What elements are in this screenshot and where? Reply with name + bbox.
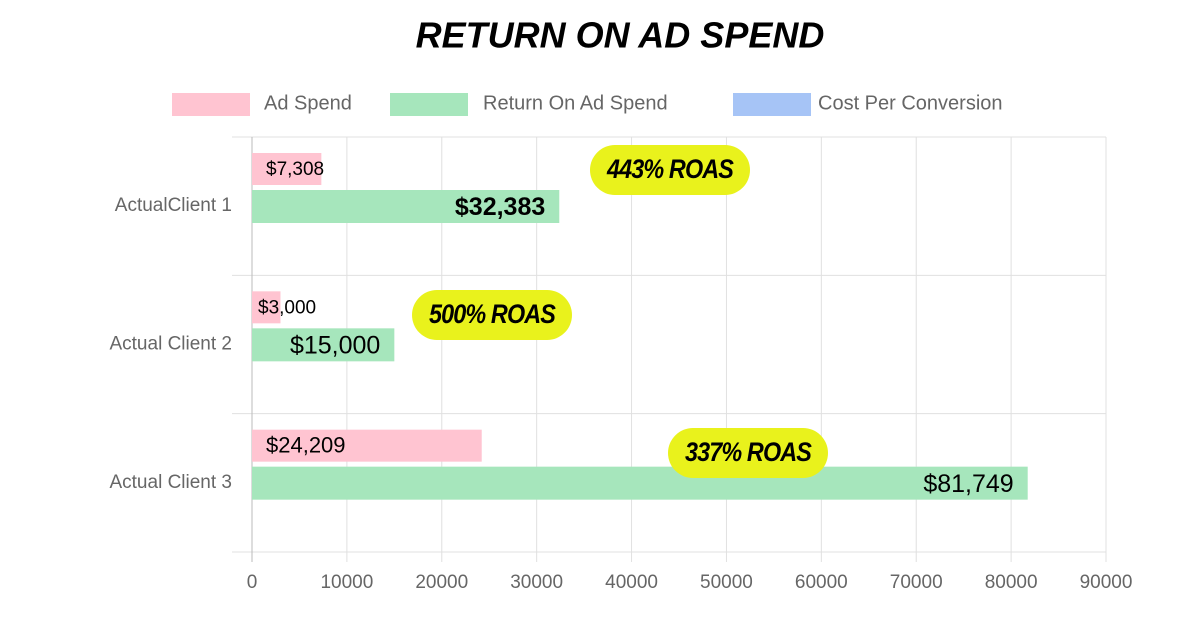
legend-label: Return On Ad Spend [483,92,668,114]
y-tick-label: Actual Client 2 [109,334,232,355]
x-tick-label: 10000 [320,572,373,593]
x-tick-label: 60000 [795,572,848,593]
x-tick-label: 20000 [415,572,468,593]
x-tick-label: 90000 [1080,572,1133,593]
chart-title: RETURN ON AD SPEND [416,15,825,56]
annotation-pill [668,428,828,478]
annotation: 500% ROAS [429,299,556,329]
legend-label: Ad Spend [264,92,352,114]
annotation: 337% ROAS [685,437,812,467]
legend-swatch [390,93,468,116]
value-label: $24,209 [266,432,346,457]
legend-label: Cost Per Conversion [818,92,1003,114]
value-label: $32,383 [455,193,545,221]
value-label: $7,308 [266,159,324,180]
bar [252,429,482,462]
x-tick-label: 0 [247,572,258,593]
value-label: $81,749 [923,470,1013,498]
annotation-pill [590,145,750,195]
legend-swatch [172,93,250,116]
bar [252,328,395,362]
x-tick-label: 80000 [985,572,1038,593]
bar [252,291,281,324]
legend-swatch [733,93,811,116]
x-tick-label: 50000 [700,572,753,593]
bar [252,153,322,185]
bar [252,190,560,223]
value-label: $15,000 [290,331,380,359]
value-label: $3,000 [258,297,316,318]
bar [252,466,1028,500]
x-tick-label: 40000 [605,572,658,593]
x-tick-label: 30000 [510,572,563,593]
y-tick-label: ActualClient 1 [115,195,232,216]
annotation-pill [412,290,572,340]
y-tick-label: Actual Client 3 [109,472,232,493]
annotation: 443% ROAS [606,154,734,184]
x-tick-label: 70000 [890,572,943,593]
